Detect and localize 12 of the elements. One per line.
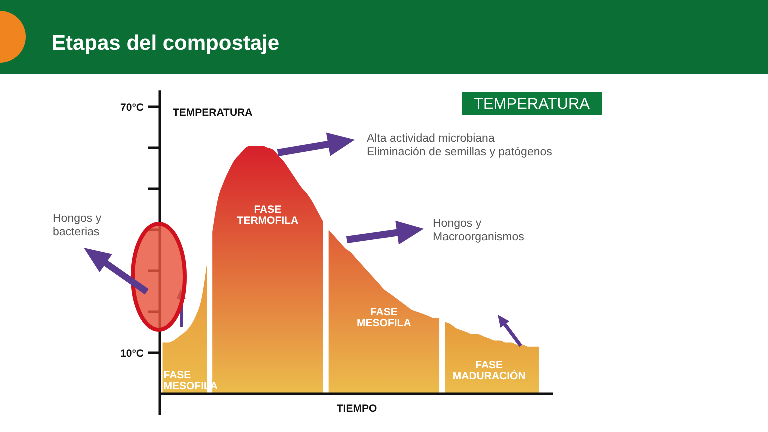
y-axis-title: TEMPERATURA — [173, 107, 254, 119]
series-label: FASE MADURACIÓN — [452, 360, 526, 383]
y-tick-label: 70°C — [120, 102, 144, 114]
text: Hongos y bacterias — [53, 213, 102, 238]
series-label: FASE TERMOFILA — [237, 204, 299, 227]
y-tick-label: 10°C — [120, 348, 144, 360]
series-label: FASE MESOFILA — [357, 306, 412, 330]
chart-title: Etapas del compostaje — [52, 32, 280, 55]
annotation: Alta actividad microbiana Eliminación de semillas y patógenos — [367, 133, 553, 158]
chart-subtitle: TEMPERATURA — [474, 96, 591, 113]
x-axis-title: TIEMPO — [336, 403, 378, 415]
annotation: Hongos y Macroorganismos — [433, 218, 525, 244]
